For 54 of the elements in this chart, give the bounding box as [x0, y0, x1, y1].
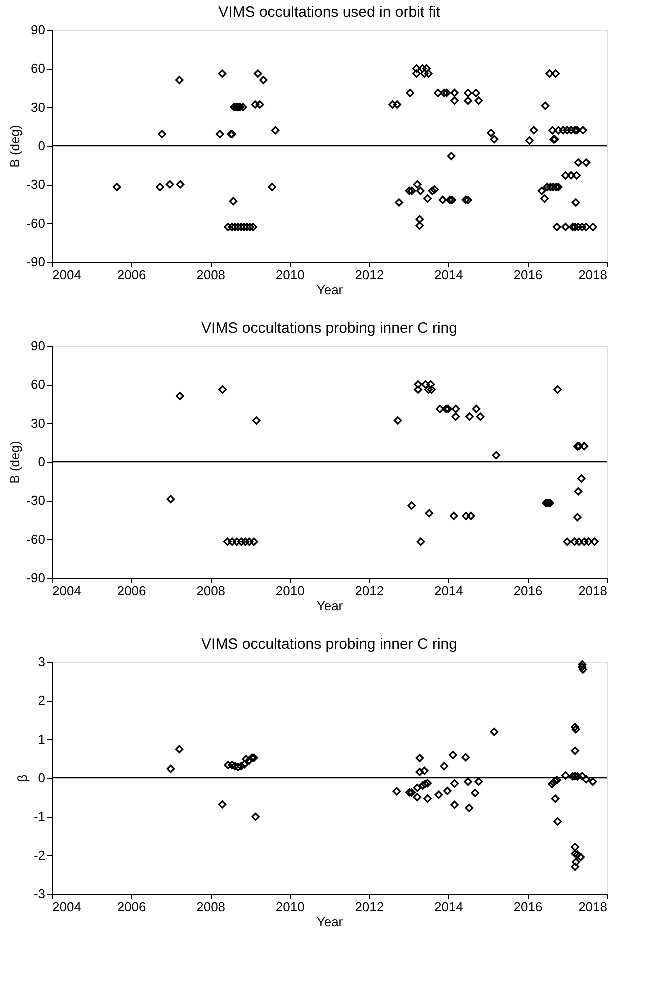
- y-tick-label: 2: [38, 693, 46, 708]
- x-axis-title: Year: [316, 598, 344, 614]
- y-tick-label: 90: [31, 338, 46, 354]
- x-axis-title: Year: [316, 282, 344, 298]
- x-tick-label: 2006: [117, 584, 146, 598]
- y-axis-title: B (deg): [8, 441, 23, 484]
- x-tick-label: 2006: [117, 900, 146, 914]
- y-tick-label: -60: [26, 216, 46, 231]
- y-tick-label: -30: [26, 177, 46, 192]
- y-tick-label: 90: [31, 22, 46, 38]
- y-tick-label: 30: [31, 100, 46, 115]
- y-tick-label: 60: [31, 61, 46, 76]
- x-tick-label: 2014: [434, 268, 464, 282]
- y-axis-title: B (deg): [8, 125, 23, 168]
- y-tick-label: 3: [38, 654, 46, 670]
- x-tick-label: 2008: [196, 900, 226, 914]
- x-tick-label: 2018: [578, 268, 608, 282]
- x-tick-label: 2010: [276, 268, 305, 282]
- y-axis-title: β: [14, 774, 30, 782]
- y-tick-label: -60: [26, 532, 46, 547]
- y-tick-label: 60: [31, 377, 46, 392]
- x-tick-label: 2018: [578, 900, 608, 914]
- y-tick-label: 0: [38, 454, 46, 470]
- y-tick-label: -30: [26, 493, 46, 508]
- y-tick-label: -1: [34, 809, 46, 824]
- x-tick-label: 2008: [196, 268, 226, 282]
- y-tick-label: -2: [34, 848, 46, 863]
- x-tick-label: 2014: [434, 900, 464, 914]
- chart-title: VIMS occultations probing inner C ring: [202, 320, 458, 337]
- y-tick-label: -90: [26, 254, 46, 270]
- x-tick-label: 2010: [276, 900, 305, 914]
- x-tick-label: 2008: [196, 584, 226, 598]
- x-tick-label: 2018: [578, 584, 608, 598]
- chart-title: VIMS occultations used in orbit fit: [218, 4, 442, 21]
- y-tick-label: 0: [38, 138, 46, 154]
- x-tick-label: 2012: [355, 584, 384, 598]
- y-tick-label: -3: [34, 886, 46, 902]
- y-tick-label: -90: [26, 570, 46, 586]
- x-tick-label: 2016: [514, 900, 543, 914]
- x-tick-label: 2006: [117, 268, 146, 282]
- x-tick-label: 2014: [434, 584, 464, 598]
- chart-title: VIMS occultations probing inner C ring: [202, 636, 458, 653]
- x-axis-title: Year: [316, 914, 344, 930]
- y-tick-label: 30: [31, 416, 46, 431]
- x-tick-label: 2004: [52, 268, 82, 282]
- x-tick-label: 2016: [514, 584, 543, 598]
- x-tick-label: 2016: [514, 268, 543, 282]
- x-tick-label: 2004: [52, 584, 82, 598]
- x-tick-label: 2012: [355, 900, 384, 914]
- x-tick-label: 2012: [355, 268, 384, 282]
- x-tick-label: 2004: [52, 900, 82, 914]
- y-tick-label: 0: [38, 770, 46, 786]
- x-tick-label: 2010: [276, 584, 305, 598]
- y-tick-label: 1: [38, 732, 46, 747]
